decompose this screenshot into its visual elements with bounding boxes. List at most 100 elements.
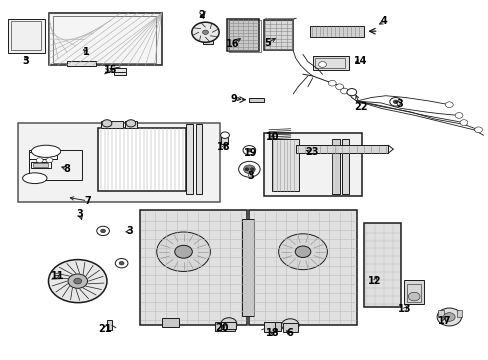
Bar: [282, 323, 298, 332]
Bar: [406, 284, 420, 302]
Text: 21: 21: [98, 324, 111, 334]
Bar: [456, 310, 462, 317]
Bar: [114, 68, 126, 75]
Circle shape: [328, 80, 335, 86]
Circle shape: [174, 245, 192, 258]
Ellipse shape: [22, 173, 47, 184]
Bar: [33, 163, 48, 167]
Circle shape: [68, 274, 87, 288]
Circle shape: [243, 165, 255, 174]
Circle shape: [295, 246, 310, 257]
Bar: [264, 322, 274, 332]
Circle shape: [202, 30, 208, 35]
Ellipse shape: [31, 145, 61, 157]
Bar: [185, 125, 193, 194]
Bar: [221, 321, 235, 329]
Circle shape: [346, 89, 356, 96]
Text: 11: 11: [50, 271, 64, 282]
Text: 13: 13: [397, 304, 411, 314]
Bar: [295, 145, 387, 153]
Circle shape: [191, 22, 219, 42]
Bar: [98, 128, 185, 191]
Text: 2: 2: [198, 10, 205, 20]
Bar: [29, 149, 81, 180]
Circle shape: [389, 98, 401, 106]
Bar: [271, 139, 298, 192]
Circle shape: [238, 161, 260, 177]
Circle shape: [244, 168, 248, 171]
Bar: [49, 13, 161, 65]
Text: 3: 3: [22, 55, 29, 66]
Text: 14: 14: [353, 56, 366, 66]
Text: 3: 3: [77, 209, 83, 219]
Circle shape: [335, 84, 343, 90]
Bar: [221, 137, 228, 144]
Bar: [242, 220, 254, 316]
Text: 8: 8: [63, 164, 70, 174]
Bar: [249, 211, 356, 325]
Circle shape: [340, 88, 347, 94]
Bar: [312, 56, 348, 69]
Circle shape: [46, 158, 53, 163]
Circle shape: [102, 120, 112, 127]
Circle shape: [436, 308, 461, 326]
Circle shape: [250, 168, 254, 171]
Circle shape: [454, 113, 462, 118]
Circle shape: [318, 62, 326, 67]
Circle shape: [74, 278, 81, 284]
Circle shape: [119, 261, 124, 265]
Bar: [310, 26, 363, 37]
Bar: [107, 320, 112, 330]
Bar: [140, 211, 246, 325]
Circle shape: [474, 127, 482, 133]
Circle shape: [36, 158, 43, 163]
Bar: [161, 318, 178, 327]
Text: 19: 19: [243, 148, 257, 158]
Text: 17: 17: [437, 316, 450, 325]
Bar: [11, 21, 41, 50]
Text: 4: 4: [380, 17, 387, 27]
Text: 9: 9: [230, 94, 237, 104]
Text: 18: 18: [217, 142, 230, 152]
Text: 12: 12: [367, 276, 381, 287]
Text: 3: 3: [395, 99, 402, 109]
Bar: [202, 37, 213, 44]
Bar: [331, 139, 339, 194]
Circle shape: [392, 100, 397, 104]
Bar: [8, 19, 44, 53]
Text: 7: 7: [84, 196, 91, 206]
Bar: [437, 310, 443, 317]
Circle shape: [278, 234, 327, 270]
Text: 6: 6: [285, 328, 292, 338]
Circle shape: [221, 318, 236, 329]
Circle shape: [126, 120, 136, 127]
Bar: [31, 162, 51, 168]
Bar: [66, 60, 96, 66]
Bar: [227, 19, 259, 51]
Circle shape: [281, 319, 299, 332]
Bar: [341, 139, 348, 194]
Circle shape: [445, 102, 452, 108]
Bar: [249, 98, 264, 102]
Bar: [264, 321, 281, 330]
Bar: [101, 121, 122, 128]
Text: 16: 16: [225, 39, 239, 49]
Bar: [264, 20, 293, 50]
Text: 23: 23: [305, 147, 318, 157]
Circle shape: [157, 232, 210, 271]
Bar: [29, 152, 57, 159]
Circle shape: [443, 313, 454, 321]
Bar: [404, 280, 423, 304]
Text: 5: 5: [264, 38, 270, 48]
Text: 15: 15: [103, 65, 117, 75]
Circle shape: [220, 132, 229, 138]
Circle shape: [246, 148, 251, 152]
Circle shape: [48, 260, 107, 303]
Circle shape: [407, 292, 419, 301]
Circle shape: [243, 145, 255, 155]
Bar: [125, 121, 137, 128]
Text: 20: 20: [215, 323, 228, 333]
Bar: [264, 134, 361, 196]
Circle shape: [97, 226, 109, 235]
Text: 10: 10: [265, 132, 279, 142]
